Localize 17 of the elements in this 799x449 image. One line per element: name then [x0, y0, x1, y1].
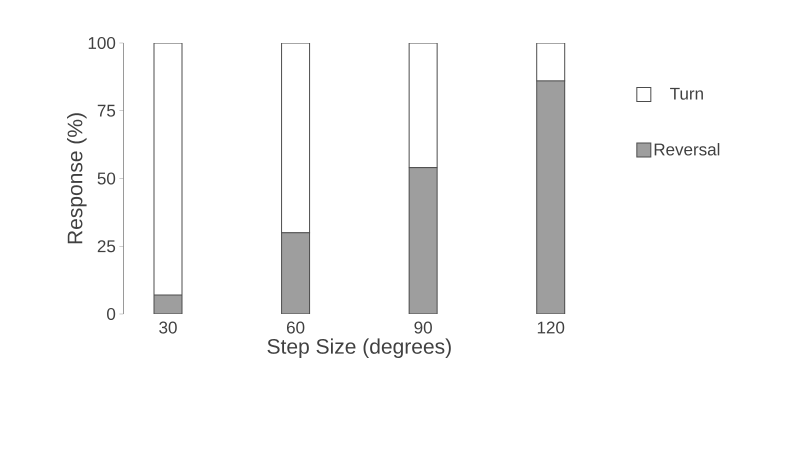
x-tick-label: 120 — [538, 322, 564, 334]
y-axis-title: Response (%) — [67, 113, 87, 244]
x-tick-label: 90 — [414, 322, 432, 334]
y-tick-label: 0 — [107, 308, 116, 320]
bar — [536, 80, 566, 314]
text: Turn — [670, 88, 703, 100]
y-tick-label: 75 — [98, 104, 116, 117]
bar — [154, 294, 182, 314]
y-tick-label: 25 — [98, 240, 116, 252]
x-tick-label: 60 — [286, 322, 304, 334]
legend-label: Reversal — [654, 143, 720, 156]
bar — [408, 167, 438, 314]
y-tick-label: 50 — [98, 172, 116, 185]
bar — [281, 232, 310, 314]
y-tick-label: 100 — [88, 36, 116, 50]
x-axis-title: Step Size (degrees) — [268, 338, 451, 358]
x-tick-label: 30 — [159, 322, 177, 334]
